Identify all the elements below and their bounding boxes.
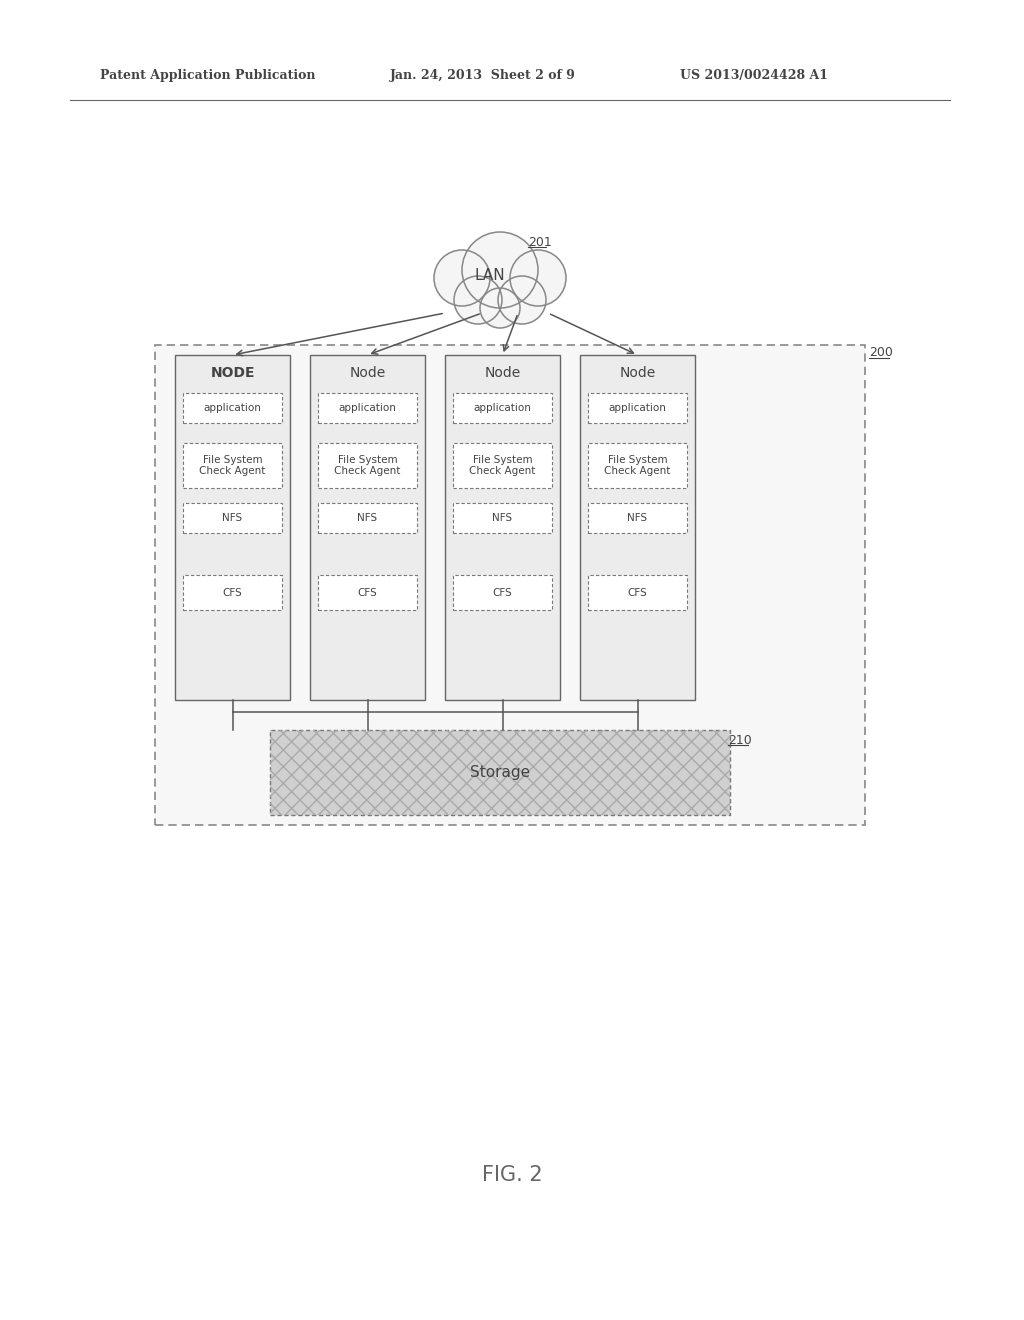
Bar <box>318 393 417 422</box>
Text: Patent Application Publication: Patent Application Publication <box>100 69 315 82</box>
Text: NODE: NODE <box>210 366 255 380</box>
Text: FIG. 2: FIG. 2 <box>481 1166 543 1185</box>
Circle shape <box>480 288 520 327</box>
Text: NFS: NFS <box>357 513 378 523</box>
Bar <box>453 444 552 488</box>
Bar <box>588 444 687 488</box>
Text: application: application <box>204 403 261 413</box>
Bar <box>453 503 552 533</box>
Text: 210: 210 <box>728 734 752 747</box>
Bar <box>183 444 282 488</box>
Text: 200: 200 <box>869 346 893 359</box>
Text: CFS: CFS <box>493 587 512 598</box>
Circle shape <box>454 276 502 323</box>
Text: NFS: NFS <box>628 513 647 523</box>
Text: NFS: NFS <box>493 513 513 523</box>
Bar <box>580 355 695 700</box>
Text: CFS: CFS <box>628 587 647 598</box>
Text: application: application <box>339 403 396 413</box>
Text: Storage: Storage <box>470 766 530 780</box>
Text: File System
Check Agent: File System Check Agent <box>604 454 671 477</box>
Bar <box>183 503 282 533</box>
Bar <box>588 393 687 422</box>
Text: application: application <box>473 403 531 413</box>
Bar <box>318 444 417 488</box>
Bar <box>270 730 730 814</box>
Bar <box>270 730 730 814</box>
Text: Node: Node <box>620 366 655 380</box>
Text: File System
Check Agent: File System Check Agent <box>200 454 265 477</box>
Bar <box>588 503 687 533</box>
Bar <box>183 576 282 610</box>
Text: LAN: LAN <box>475 268 505 282</box>
Bar <box>445 355 560 700</box>
Text: Node: Node <box>349 366 386 380</box>
Circle shape <box>498 276 546 323</box>
Bar <box>318 576 417 610</box>
Text: US 2013/0024428 A1: US 2013/0024428 A1 <box>680 69 828 82</box>
Text: Node: Node <box>484 366 520 380</box>
Text: 201: 201 <box>528 235 552 248</box>
Bar <box>588 576 687 610</box>
Bar <box>175 355 290 700</box>
Circle shape <box>510 249 566 306</box>
Bar <box>310 355 425 700</box>
Circle shape <box>434 249 490 306</box>
Text: File System
Check Agent: File System Check Agent <box>334 454 400 477</box>
Bar <box>453 576 552 610</box>
Text: CFS: CFS <box>357 587 378 598</box>
Circle shape <box>462 232 538 308</box>
Text: Jan. 24, 2013  Sheet 2 of 9: Jan. 24, 2013 Sheet 2 of 9 <box>390 69 575 82</box>
Bar <box>453 393 552 422</box>
Text: CFS: CFS <box>222 587 243 598</box>
Bar <box>155 345 865 825</box>
Text: NFS: NFS <box>222 513 243 523</box>
Text: application: application <box>608 403 667 413</box>
Bar <box>183 393 282 422</box>
Text: File System
Check Agent: File System Check Agent <box>469 454 536 477</box>
Bar <box>318 503 417 533</box>
